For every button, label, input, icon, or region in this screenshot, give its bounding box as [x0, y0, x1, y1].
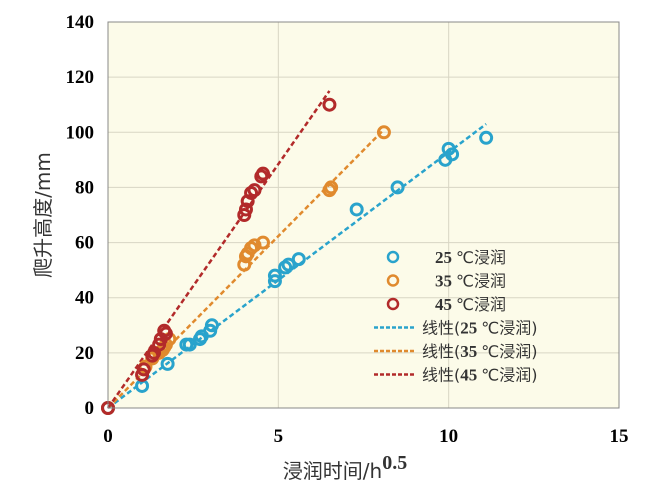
data-point-series-0 — [267, 268, 282, 283]
legend-label-series-2: 45 ℃浸润 — [435, 295, 506, 314]
x-tick-label: 0 — [103, 426, 113, 447]
y-tick-label: 0 — [85, 398, 95, 419]
data-point-series-2 — [238, 202, 253, 217]
x-axis-title: 浸润时间/h0.5 — [283, 452, 407, 483]
data-point-series-1 — [256, 235, 271, 250]
data-point-series-0 — [479, 130, 494, 145]
data-point-series-0 — [441, 141, 456, 156]
legend-label-series-1: 35 ℃浸润 — [435, 272, 506, 291]
data-point-series-0 — [281, 257, 296, 272]
data-point-series-2 — [256, 166, 271, 181]
plot-border — [107, 21, 620, 409]
grid — [108, 22, 619, 408]
legend-label-trend-1: 线性(35 ℃浸润) — [422, 342, 537, 361]
x-tick-label: 5 — [274, 426, 284, 447]
data-point-series-0 — [160, 356, 175, 371]
y-tick-label: 20 — [75, 343, 94, 364]
x-tick-label: 15 — [610, 426, 629, 447]
y-tick-label: 100 — [66, 122, 95, 143]
y-tick-label: 80 — [75, 177, 94, 198]
data-point-series-2 — [136, 362, 151, 377]
data-point-series-0 — [204, 318, 219, 333]
data-point-series-0 — [267, 274, 282, 289]
data-point-series-0 — [390, 180, 405, 195]
data-point-series-2 — [157, 323, 172, 338]
legend-label-trend-0: 线性(25 ℃浸润) — [422, 319, 537, 338]
legend-label-trend-2: 线性(45 ℃浸润) — [422, 366, 537, 385]
data-point-series-0 — [349, 202, 364, 217]
data-point-series-0 — [291, 252, 306, 267]
x-tick-label: 10 — [439, 426, 458, 447]
legend-marker-1 — [386, 274, 400, 287]
y-tick-label: 40 — [75, 288, 94, 309]
y-axis-ticks: 0 20 40 60 80 100 120 140 — [66, 12, 95, 419]
y-axis-title: 爬升高度/mm — [31, 152, 55, 278]
data-point-series-2 — [322, 97, 337, 112]
x-axis-ticks: 0 5 10 15 — [103, 426, 628, 447]
y-tick-label: 120 — [66, 67, 95, 88]
legend-marker-0 — [386, 250, 400, 264]
data-point-series-1 — [247, 238, 262, 253]
legend-label-series-0: 25 ℃浸润 — [435, 248, 506, 267]
trend-line-0 — [107, 123, 487, 409]
y-tick-label: 60 — [75, 233, 94, 254]
trend-line-2 — [106, 90, 331, 409]
y-tick-label: 140 — [66, 12, 95, 33]
data-point-series-2 — [247, 183, 262, 198]
legend-marker-2 — [386, 297, 400, 311]
data-point-series-0 — [182, 337, 197, 352]
data-point-series-1 — [376, 125, 391, 140]
data-point-series-1 — [324, 180, 339, 195]
